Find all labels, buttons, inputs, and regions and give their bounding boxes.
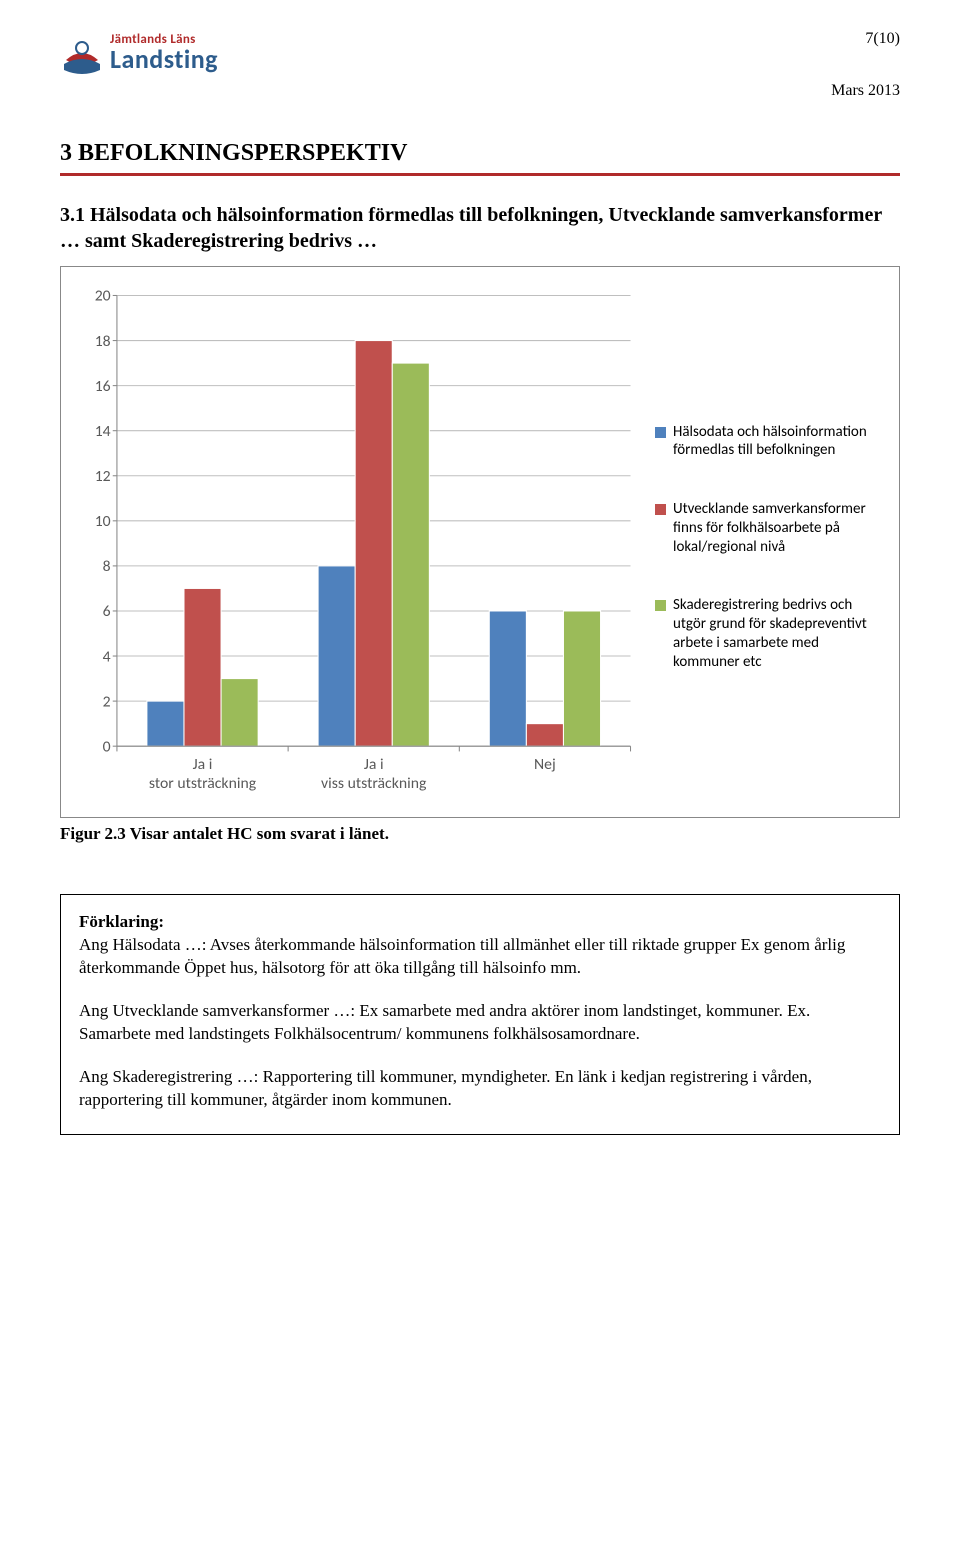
svg-text:viss utsträckning: viss utsträckning — [321, 774, 427, 793]
figure-caption: Figur 2.3 Visar antalet HC som svarat i … — [60, 824, 900, 844]
svg-text:Ja i: Ja i — [364, 755, 384, 774]
svg-text:4: 4 — [103, 647, 111, 666]
explain-paragraph-2: Ang Utvecklande samverkansformer …: Ex s… — [79, 1000, 881, 1046]
svg-text:14: 14 — [95, 422, 111, 441]
page-number: 7(10) — [865, 30, 900, 48]
page-header: Jämtlands Läns Landsting 7(10) — [60, 30, 900, 74]
svg-text:0: 0 — [103, 737, 111, 756]
svg-text:16: 16 — [95, 377, 111, 396]
date: Mars 2013 — [60, 82, 900, 100]
explain-paragraph-1: Ang Hälsodata …: Avses återkommande häls… — [79, 935, 845, 977]
explain-heading: Förklaring: — [79, 912, 164, 931]
svg-text:stor utsträckning: stor utsträckning — [149, 774, 257, 793]
logo: Jämtlands Läns Landsting — [60, 30, 218, 74]
legend-label: Skaderegistrering bedrivs och utgör grun… — [673, 596, 885, 671]
legend-swatch-icon — [655, 600, 666, 611]
svg-text:2: 2 — [103, 692, 111, 711]
landsting-logo-icon — [60, 30, 104, 74]
legend-swatch-icon — [655, 504, 666, 515]
chart-frame: 02468101214161820Ja istor utsträckningJa… — [60, 266, 900, 818]
section-heading: 3 BEFOLKNINGSPERSPEKTIV — [60, 140, 900, 176]
svg-text:8: 8 — [103, 557, 111, 576]
logo-line2: Landsting — [110, 46, 218, 72]
svg-text:18: 18 — [95, 332, 111, 351]
chart-legend: Hälsodata och hälsoinformation förmedlas… — [655, 285, 885, 809]
svg-text:20: 20 — [95, 287, 111, 306]
legend-swatch-icon — [655, 427, 666, 438]
svg-text:Nej: Nej — [534, 755, 556, 774]
svg-text:12: 12 — [95, 467, 111, 486]
legend-label: Hälsodata och hälsoinformation förmedlas… — [673, 423, 885, 461]
section-sub-heading: 3.1 Hälsodata och hälsoinformation förme… — [60, 202, 900, 254]
legend-item: Utvecklande samverkansformer finns för f… — [655, 500, 885, 556]
legend-label: Utvecklande samverkansformer finns för f… — [673, 500, 885, 556]
legend-item: Hälsodata och hälsoinformation förmedlas… — [655, 423, 885, 461]
svg-text:10: 10 — [95, 512, 111, 531]
explanation-box: Förklaring: Ang Hälsodata …: Avses återk… — [60, 894, 900, 1135]
svg-text:6: 6 — [103, 602, 111, 621]
legend-item: Skaderegistrering bedrivs och utgör grun… — [655, 596, 885, 671]
chart-plot: 02468101214161820Ja istor utsträckningJa… — [75, 285, 641, 809]
explain-paragraph-3: Ang Skaderegistrering …: Rapportering ti… — [79, 1066, 881, 1112]
svg-text:Ja i: Ja i — [193, 755, 213, 774]
logo-text: Jämtlands Läns Landsting — [110, 33, 218, 72]
bar-chart-svg: 02468101214161820Ja istor utsträckningJa… — [75, 285, 641, 809]
